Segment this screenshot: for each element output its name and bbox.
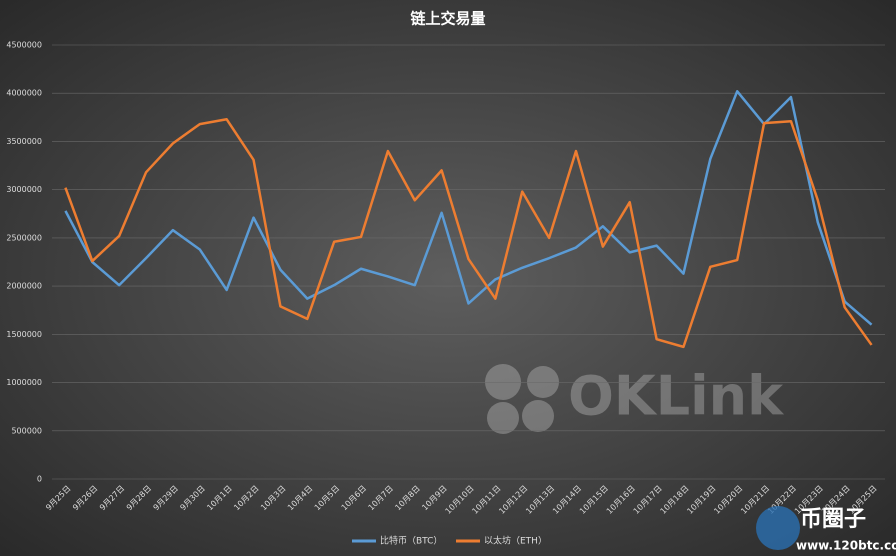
y-tick-label: 3000000: [6, 185, 42, 194]
y-tick-label: 4500000: [6, 41, 42, 50]
watermark-text: OKLink: [568, 365, 784, 428]
y-tick-label: 1000000: [6, 378, 42, 387]
site-url: www.120btc.com: [796, 539, 896, 553]
series-line: [64, 118, 873, 349]
y-tick-label: 2000000: [6, 282, 42, 291]
y-tick-label: 1500000: [6, 330, 42, 339]
y-tick-label: 2500000: [6, 233, 42, 242]
legend-label: 以太坊（ETH）: [484, 535, 547, 547]
y-tick-label: 4000000: [6, 89, 42, 98]
y-tick-label: 0: [37, 475, 42, 484]
series-line: [64, 90, 873, 326]
chart-title: 链上交易量: [410, 10, 485, 28]
y-tick-label: 500000: [11, 426, 42, 435]
oklink-watermark: OKLink: [485, 364, 784, 434]
y-tick-label: 3500000: [6, 137, 42, 146]
legend-label: 比特币（BTC）: [380, 535, 442, 547]
site-name: 币圈子: [800, 507, 866, 532]
site-logo: 币圈子 www.120btc.com: [756, 506, 896, 553]
